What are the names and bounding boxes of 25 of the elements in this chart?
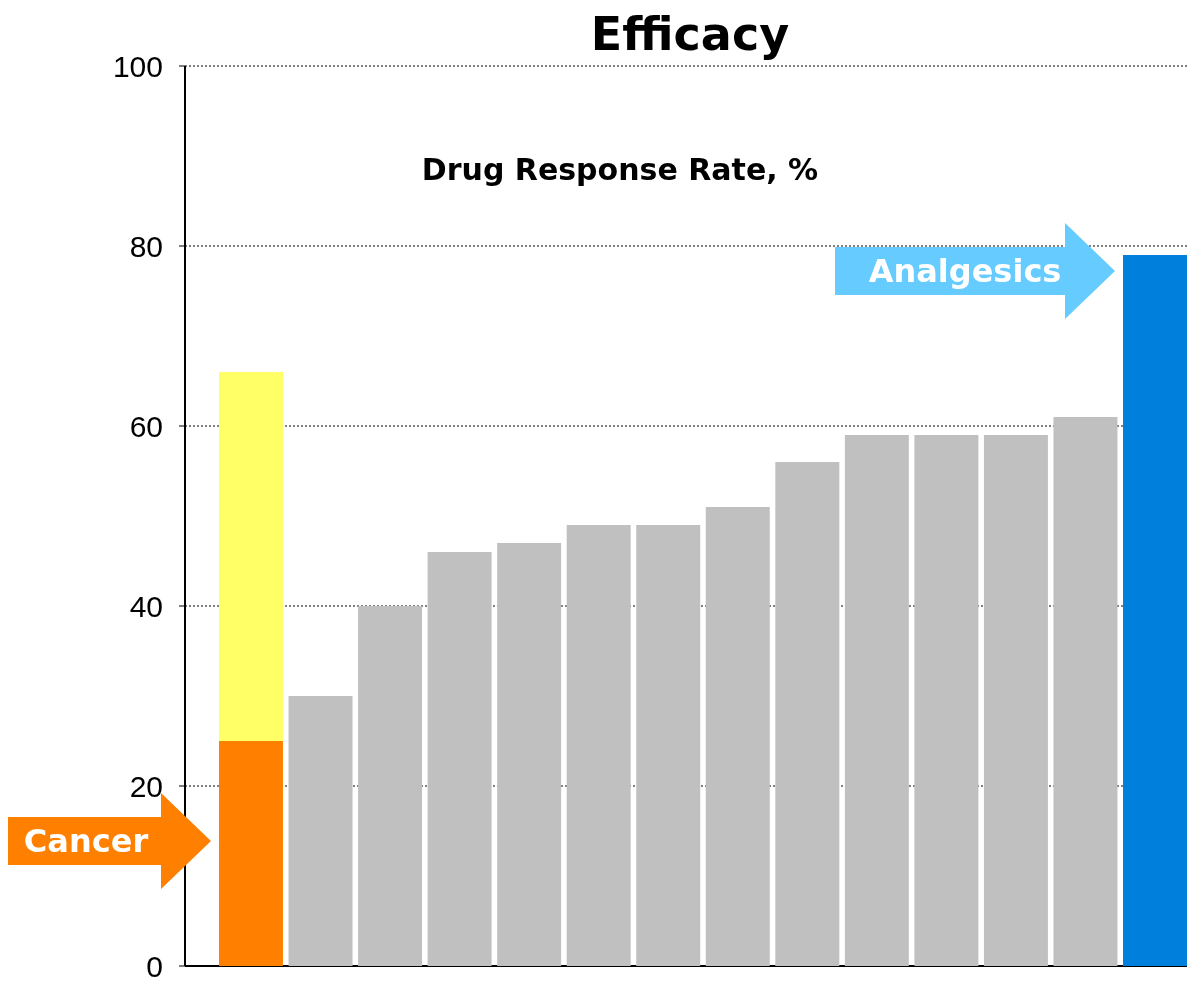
y-tick-label: 80 bbox=[129, 229, 163, 263]
bar bbox=[288, 696, 353, 966]
y-tick-label: 0 bbox=[146, 949, 163, 983]
text: Cancer bbox=[23, 822, 149, 861]
bar bbox=[358, 606, 423, 966]
bar bbox=[497, 543, 562, 966]
bar bbox=[219, 741, 283, 966]
bar bbox=[1123, 255, 1187, 966]
bar bbox=[775, 462, 840, 966]
bar bbox=[566, 525, 631, 966]
bar bbox=[427, 552, 492, 966]
annotation: Analgesics bbox=[868, 252, 1062, 291]
chart-title: Efficacy bbox=[590, 7, 790, 61]
bar bbox=[983, 435, 1048, 966]
y-tick-label: 100 bbox=[112, 49, 163, 83]
y-tick-label: 40 bbox=[129, 589, 163, 623]
bar bbox=[844, 435, 909, 966]
y-tick-label: 20 bbox=[129, 769, 163, 803]
bar bbox=[914, 435, 979, 966]
bar bbox=[1053, 417, 1118, 966]
bar bbox=[705, 507, 770, 966]
y-tick-label: 60 bbox=[129, 409, 163, 443]
bar bbox=[636, 525, 701, 966]
bar bbox=[219, 372, 283, 741]
text: Drug Response Rate, % bbox=[421, 152, 819, 187]
